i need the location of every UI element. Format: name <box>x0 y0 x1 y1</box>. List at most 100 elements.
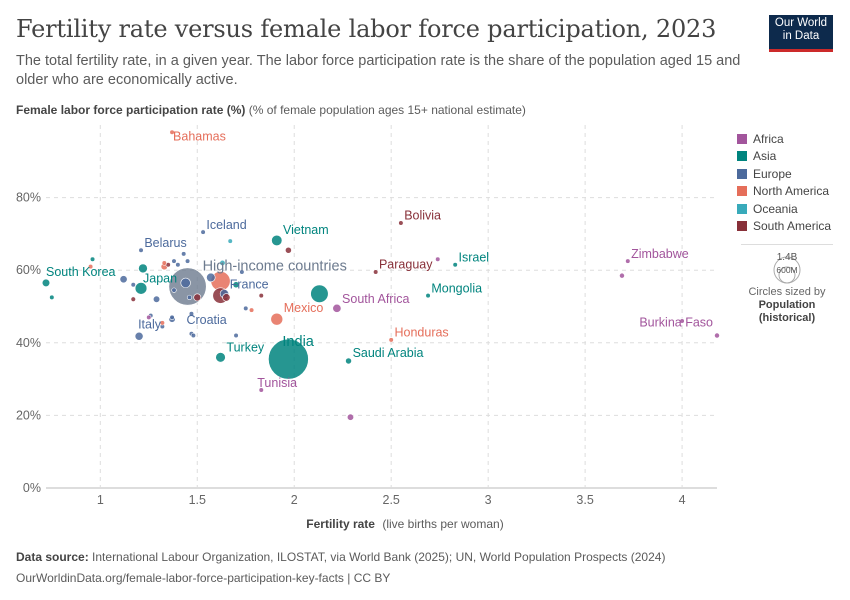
y-axis-label: Female labor force participation rate (%… <box>16 103 526 117</box>
size-legend: 1.4B 600M Circles sized by Population (h… <box>741 244 833 325</box>
point-montenegro[interactable] <box>190 332 196 339</box>
grid <box>46 125 717 489</box>
point-bulgaria[interactable] <box>243 305 249 311</box>
point-labels: High-income countries India Bahamas Vietnam… <box>46 129 713 390</box>
x-tick-label: 1 <box>97 493 104 507</box>
point-costa-rica[interactable] <box>159 320 165 326</box>
point-south-korea[interactable] <box>41 278 51 288</box>
point-saudi-arabia[interactable] <box>345 357 352 365</box>
point-portugal[interactable] <box>171 287 177 293</box>
point-south-africa[interactable] <box>332 303 342 313</box>
point-peru[interactable] <box>285 246 292 254</box>
point-poland[interactable] <box>152 295 161 303</box>
point-zimbabwe[interactable] <box>625 258 631 264</box>
data-points[interactable] <box>41 129 720 421</box>
legend-item-africa[interactable]: Africa <box>737 130 831 148</box>
point-jamaica[interactable] <box>161 260 167 266</box>
point-singapore[interactable] <box>89 256 96 262</box>
point-hong-kong[interactable] <box>49 294 55 301</box>
legend-item-asia[interactable]: Asia <box>737 148 831 166</box>
point-burkina-faso[interactable] <box>714 332 720 339</box>
legend-swatch <box>737 168 747 179</box>
point-mauritius[interactable] <box>146 314 152 320</box>
data-source: Data source: International Labour Organi… <box>16 547 665 568</box>
point-mali[interactable] <box>619 272 625 279</box>
x-tick-label: 4 <box>679 493 686 507</box>
size-legend-variable-note: (historical) <box>758 312 816 324</box>
point-ireland[interactable] <box>239 269 245 275</box>
legend-swatch <box>737 151 747 162</box>
point-bolivia[interactable] <box>398 220 404 226</box>
point-malta[interactable] <box>130 282 136 288</box>
x-axis-label-note: (live births per woman) <box>382 517 503 531</box>
y-axis-label-note: (% of female population ages 15+ nationa… <box>248 103 526 117</box>
point-colombia[interactable] <box>222 293 231 302</box>
point-iceland[interactable] <box>200 229 206 235</box>
point-netherlands[interactable] <box>181 251 187 257</box>
size-legend-large-label: 1.4B <box>777 252 798 263</box>
point-label: South Africa <box>342 292 409 306</box>
point-namibia[interactable] <box>679 318 685 324</box>
point-mongolia[interactable] <box>425 293 431 299</box>
chart-subtitle: The total fertility rate, in a given yea… <box>16 53 741 88</box>
source-url[interactable]: OurWorldinData.org/female-labor-force-pa… <box>16 571 391 585</box>
point-switzerland[interactable] <box>171 258 177 264</box>
point-label: Paraguay <box>379 258 433 272</box>
point-israel[interactable] <box>452 262 458 268</box>
y-tick-label: 60% <box>16 263 41 277</box>
owid-logo[interactable]: Our World in Data <box>769 15 833 52</box>
point-spain[interactable] <box>119 275 128 284</box>
point-vietnam[interactable] <box>271 234 283 246</box>
point-romania[interactable] <box>233 332 239 339</box>
point-morocco[interactable] <box>346 413 354 421</box>
point-argentina[interactable] <box>193 293 202 302</box>
point-chile[interactable] <box>130 296 136 302</box>
x-tick-label: 2.5 <box>383 493 400 507</box>
x-tick-label: 2 <box>291 493 298 507</box>
point-thailand[interactable] <box>138 263 148 274</box>
legend-item-europe[interactable]: Europe <box>737 165 831 183</box>
point-japan[interactable] <box>134 282 148 295</box>
x-tick-label: 3 <box>485 493 492 507</box>
legend-item-south-america[interactable]: South America <box>737 218 831 236</box>
point-indonesia[interactable] <box>310 284 329 303</box>
point-puerto-rico[interactable] <box>88 263 94 270</box>
point-india[interactable] <box>268 338 309 380</box>
point-ecuador[interactable] <box>258 293 264 299</box>
legend-item-north-america[interactable]: North America <box>737 183 831 201</box>
point-croatia[interactable] <box>188 311 195 317</box>
point-mexico[interactable] <box>270 312 284 326</box>
point-albania[interactable] <box>169 314 175 320</box>
point-italy[interactable] <box>134 331 144 341</box>
point-label: South Korea <box>46 265 116 279</box>
point-australia[interactable] <box>219 259 226 266</box>
point-czechia[interactable] <box>186 294 193 301</box>
point-malaysia[interactable] <box>232 281 240 289</box>
point-label: Croatia <box>186 313 226 327</box>
point-honduras[interactable] <box>388 337 394 343</box>
point-germany[interactable] <box>180 277 191 289</box>
point-new-zealand[interactable] <box>227 238 233 244</box>
point-label: Belarus <box>144 236 186 250</box>
point-tunisia[interactable] <box>258 387 264 393</box>
point-belarus[interactable] <box>138 247 144 253</box>
legend-swatch <box>737 203 747 214</box>
y-tick-label: 0% <box>23 481 41 495</box>
point-paraguay[interactable] <box>373 269 379 275</box>
legend-item-oceania[interactable]: Oceania <box>737 200 831 218</box>
point-botswana[interactable] <box>435 256 441 262</box>
legend-label: Africa <box>753 131 784 146</box>
x-tick-label: 3.5 <box>576 493 593 507</box>
data-source-label: Data source: <box>16 550 89 564</box>
point-sweden[interactable] <box>184 258 191 264</box>
y-tick-label: 80% <box>16 191 41 205</box>
point-label: Japan <box>143 271 177 285</box>
logo-line-2: in Data <box>782 30 820 42</box>
point-norway[interactable] <box>175 262 181 268</box>
legend: Africa Asia Europe North America Oceania… <box>737 130 831 235</box>
point-united-kingdom[interactable] <box>206 272 216 283</box>
point-panama[interactable] <box>248 307 255 313</box>
point-turkey[interactable] <box>215 352 226 363</box>
point-bahamas[interactable] <box>169 129 175 135</box>
